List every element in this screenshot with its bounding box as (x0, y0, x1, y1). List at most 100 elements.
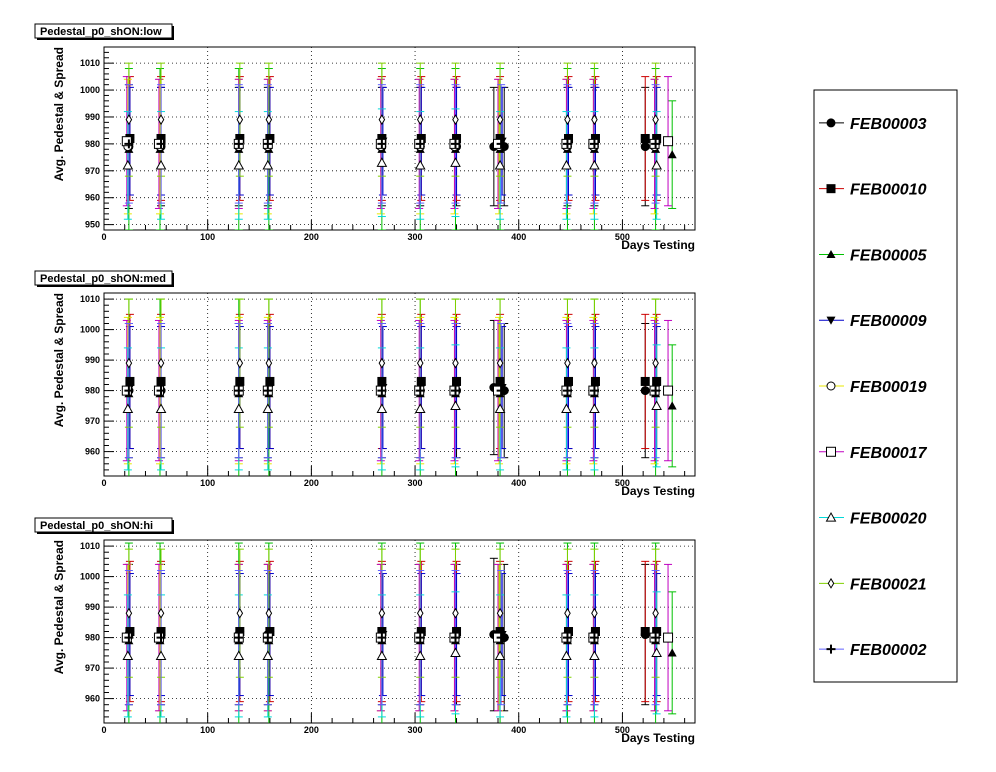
legend-entry-FEB00005: FEB00005 (819, 247, 928, 264)
data-point (415, 386, 425, 396)
data-point (121, 136, 132, 147)
data-point (233, 650, 245, 660)
data-point (667, 150, 677, 159)
data-point (157, 114, 165, 126)
legend-marker (826, 446, 836, 457)
data-point (234, 633, 244, 643)
data-point (265, 376, 275, 386)
data-point (125, 357, 133, 369)
legend-marker (826, 316, 836, 325)
data-point (651, 400, 662, 410)
x-tick-label: 200 (304, 232, 319, 242)
data-point (450, 386, 460, 396)
data-point (562, 633, 572, 643)
x-tick-label: 0 (101, 232, 106, 242)
chart-title-box: Pedestal_p0_shON:med (34, 270, 174, 287)
data-point (156, 376, 166, 386)
data-point (415, 633, 425, 643)
data-point (640, 376, 650, 386)
data-point (450, 157, 461, 167)
legend-entry-FEB00020: FEB00020 (819, 511, 927, 528)
series-markers-FEB00020 (122, 157, 662, 170)
data-point (494, 650, 506, 660)
plot-frame (103, 292, 696, 477)
data-point (640, 134, 650, 143)
data-point (589, 403, 600, 413)
data-point (378, 357, 386, 369)
x-tick-label: 400 (511, 232, 526, 242)
data-point (450, 647, 461, 657)
title-box-frame (34, 23, 173, 39)
legend-entry-FEB00017: FEB00017 (819, 445, 928, 462)
y-axis-label: Avg. Pedestal & Spread (52, 293, 66, 427)
legend-marker (826, 184, 836, 194)
chart-title: Pedestal_p0_shON:hi (40, 520, 153, 532)
legend-entry-FEB00009: FEB00009 (819, 313, 927, 330)
x-axis-label: Days Testing (621, 484, 695, 498)
data-point (377, 386, 387, 396)
y-tick-label: 1000 (80, 85, 100, 95)
title-box-frame (34, 517, 173, 533)
y-tick-label: 1000 (80, 572, 100, 582)
x-axis-label: Days Testing (621, 731, 695, 745)
y-tick-label: 970 (85, 663, 100, 673)
data-point (640, 627, 650, 636)
data-point (652, 357, 659, 369)
data-point (124, 633, 134, 643)
data-point (124, 386, 134, 396)
data-point (562, 139, 572, 149)
series-markers-FEB00002 (124, 633, 661, 643)
x-tick-label: 500 (615, 478, 630, 488)
data-point (667, 648, 677, 657)
y-tick-label: 960 (85, 193, 100, 203)
data-point (589, 650, 600, 660)
data-point (233, 403, 245, 413)
y-tick-label: 980 (85, 139, 100, 149)
legend: FEB00003 FEB00010 FEB00005 FEB00009 FEB00019… (813, 89, 958, 683)
data-point (377, 376, 387, 386)
data-point (125, 607, 133, 619)
legend-entry-FEB00003: FEB00003 (819, 116, 927, 133)
data-point (667, 401, 677, 410)
data-point (235, 376, 245, 386)
data-point (416, 376, 426, 386)
data-point (496, 607, 504, 619)
data-point (265, 357, 273, 369)
data-point (262, 403, 274, 413)
x-tick-label: 0 (101, 478, 106, 488)
data-point (415, 139, 425, 149)
y-axis-label: Avg. Pedestal & Spread (52, 47, 66, 181)
y-tick-label: 980 (85, 633, 100, 643)
chart-title: Pedestal_p0_shON:med (40, 273, 166, 285)
data-point (414, 403, 426, 413)
series-markers-FEB00010 (125, 376, 662, 386)
series-markers-FEB00021 (125, 357, 659, 369)
series-markers-FEB00021 (125, 114, 659, 126)
data-point (651, 386, 661, 396)
legend-entry-FEB00021: FEB00021 (819, 576, 927, 593)
data-point (663, 632, 674, 643)
plot-frame (103, 539, 696, 724)
legend-label: FEB00005 (850, 247, 928, 264)
data-point (640, 142, 650, 152)
chart-panel-3: Pedestal_p0_shON:hi 0 100 200 300 400 500 960 97… (34, 517, 696, 745)
series-markers-FEB00021 (125, 607, 659, 619)
y-tick-label: 970 (85, 166, 100, 176)
chart-title: Pedestal_p0_shON:low (40, 26, 162, 38)
legend-label: FEB00017 (850, 445, 928, 462)
legend-marker (826, 644, 836, 654)
legend-marker (826, 381, 836, 391)
x-tick-label: 100 (200, 232, 215, 242)
series-markers-FEB00020 (122, 647, 662, 660)
title-box-frame (34, 270, 173, 286)
y-tick-label: 990 (85, 112, 100, 122)
x-axis-label: Days Testing (621, 238, 695, 252)
legend-label: FEB00021 (850, 576, 927, 593)
data-point (452, 114, 459, 126)
data-point (591, 357, 598, 369)
y-tick-label: 1000 (80, 325, 100, 335)
data-point (452, 376, 462, 386)
data-point (377, 633, 387, 643)
legend-entry-FEB00019: FEB00019 (819, 379, 927, 396)
data-point (640, 386, 650, 396)
